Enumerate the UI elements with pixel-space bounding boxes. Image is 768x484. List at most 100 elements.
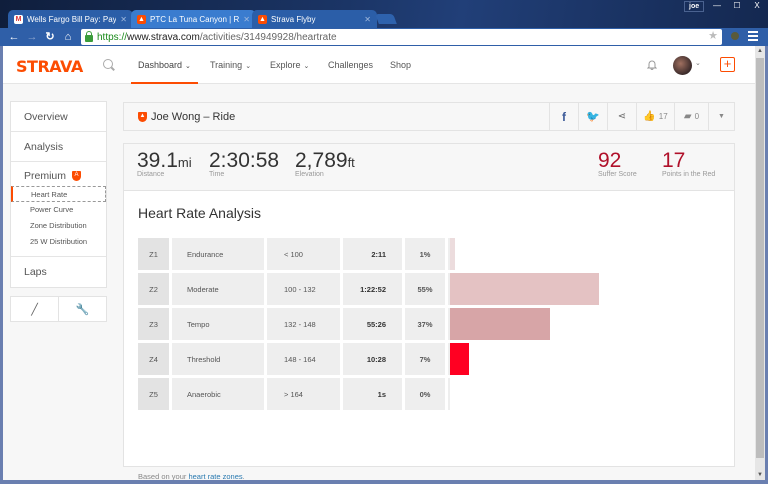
zone-row: Z4 Threshold 148 - 164 10:28 7% bbox=[138, 343, 732, 375]
kudos-count: 17 bbox=[658, 112, 668, 121]
sidebar-item-power-curve[interactable]: Power Curve bbox=[30, 205, 74, 214]
browser-tab-ptc-la-tuna[interactable]: ▲ PTC La Tuna Canyon | Rid ✕ bbox=[131, 10, 256, 28]
stat-time: 2:30:58 Time bbox=[209, 149, 280, 178]
zone-time: 55:26 bbox=[343, 308, 402, 340]
zone-row: Z5 Anaerobic > 164 1s 0% bbox=[138, 378, 732, 410]
twitter-share-button[interactable]: 🐦 bbox=[578, 103, 607, 130]
chevron-down-icon: ⌄ bbox=[303, 63, 310, 70]
window-frame bbox=[0, 46, 3, 484]
scroll-down-icon[interactable]: ▼ bbox=[757, 472, 763, 478]
page: STRAVA Dashboard ⌄ Training ⌄ Explore ⌄ Cha… bbox=[3, 46, 755, 480]
chevron-down-icon: ▼ bbox=[718, 113, 725, 120]
zone-time: 2:11 bbox=[343, 238, 402, 270]
facebook-share-button[interactable]: f bbox=[549, 103, 578, 130]
scrollbar-thumb[interactable] bbox=[756, 58, 764, 458]
strava-logo[interactable]: STRAVA bbox=[16, 57, 83, 76]
comments-button[interactable]: ▰ 0 bbox=[674, 103, 708, 130]
new-tab-button[interactable] bbox=[375, 14, 397, 24]
more-actions-dropdown[interactable]: ▼ bbox=[708, 103, 734, 130]
forward-arrow-icon[interactable]: → bbox=[26, 31, 38, 43]
zone-time: 1:22:52 bbox=[343, 273, 402, 305]
reload-icon[interactable]: ↻ bbox=[45, 31, 55, 43]
sidebar-item-laps[interactable]: Laps bbox=[24, 266, 47, 278]
zone-bar-track bbox=[448, 343, 732, 375]
strava-icon: ▲ bbox=[137, 14, 146, 24]
search-icon[interactable] bbox=[103, 59, 113, 69]
zone-time: 1s bbox=[343, 378, 402, 410]
avatar[interactable] bbox=[673, 56, 692, 75]
zone-row: Z1 Endurance < 100 2:11 1% bbox=[138, 238, 732, 270]
address-bar[interactable]: https:// www.strava.com /activities/3149… bbox=[81, 29, 722, 45]
sidebar-section-premium: Premium A Heart Rate Power Curve Zone Di… bbox=[11, 162, 106, 257]
strava-icon: ▲ bbox=[258, 14, 267, 24]
zone-bar bbox=[450, 238, 455, 270]
stat-elevation: 2,789ft Elevation bbox=[295, 149, 355, 178]
share-button[interactable]: ⋖ bbox=[607, 103, 636, 130]
extension-icon[interactable] bbox=[731, 32, 739, 40]
zone-bar bbox=[450, 308, 550, 340]
browser-toolbar: ← → ↻ ⌂ https:// www.strava.com /activit… bbox=[0, 28, 768, 46]
premium-label[interactable]: Premium bbox=[24, 170, 67, 182]
nav-dashboard[interactable]: Dashboard ⌄ bbox=[131, 46, 198, 84]
zone-range: > 164 bbox=[267, 378, 340, 410]
gmail-icon: M bbox=[14, 14, 23, 24]
bell-icon[interactable] bbox=[647, 59, 657, 70]
zone-percent: 55% bbox=[405, 273, 445, 305]
chevron-down-icon[interactable]: ⌄ bbox=[695, 60, 701, 67]
edit-button[interactable]: ╱ bbox=[11, 297, 58, 321]
close-tab-icon[interactable]: ✕ bbox=[364, 14, 371, 24]
scroll-up-icon[interactable]: ▲ bbox=[757, 48, 763, 54]
pencil-icon: ╱ bbox=[31, 303, 38, 316]
tools-button[interactable]: 🔧 bbox=[58, 297, 106, 321]
home-icon[interactable]: ⌂ bbox=[64, 31, 72, 43]
zone-name: Moderate bbox=[172, 273, 264, 305]
zone-row: Z2 Moderate 100 - 132 1:22:52 55% bbox=[138, 273, 732, 305]
zone-bar-track bbox=[448, 273, 732, 305]
activity-title: Joe Wong – Ride bbox=[151, 110, 236, 123]
close-tab-icon[interactable]: ✕ bbox=[243, 14, 250, 24]
heart-rate-zones-link[interactable]: heart rate zones bbox=[188, 472, 243, 480]
thumbs-up-icon: 👍 bbox=[643, 111, 656, 122]
comment-icon: ▰ bbox=[683, 111, 692, 122]
kudos-button[interactable]: 👍 17 bbox=[636, 103, 674, 130]
activity-stats: 39.1mi Distance 2:30:58 Time 2,789ft Ele… bbox=[123, 143, 735, 191]
chevron-down-icon: ⌄ bbox=[245, 63, 252, 70]
zone-bar bbox=[450, 273, 599, 305]
maximize-button[interactable]: ☐ bbox=[733, 1, 741, 10]
sidebar-item-zone-distribution[interactable]: Zone Distribution bbox=[30, 221, 87, 230]
browser-user-badge[interactable]: joe bbox=[684, 1, 705, 12]
zone-bar-track bbox=[448, 238, 732, 270]
zone-bar-track bbox=[448, 378, 732, 410]
page-scrollbar[interactable]: ▲ ▼ bbox=[755, 46, 765, 480]
zone-id: Z2 bbox=[138, 273, 169, 305]
comment-count: 0 bbox=[694, 112, 700, 121]
sidebar-item-overview[interactable]: Overview bbox=[11, 102, 106, 132]
zone-row: Z3 Tempo 132 - 148 55:26 37% bbox=[138, 308, 732, 340]
zone-range: 132 - 148 bbox=[267, 308, 340, 340]
premium-shield-icon: ▲ bbox=[138, 111, 147, 122]
sidebar-item-heart-rate[interactable]: Heart Rate bbox=[11, 186, 106, 202]
zone-percent: 1% bbox=[405, 238, 445, 270]
activity-header: ▲ Joe Wong – Ride f 🐦 ⋖ 👍 17 ▰ 0 ▼ bbox=[123, 102, 735, 131]
sidebar-item-analysis[interactable]: Analysis bbox=[11, 132, 106, 162]
browser-tab-wells-fargo[interactable]: M Wells Fargo Bill Pay: Paym ✕ bbox=[8, 10, 133, 28]
minimize-button[interactable]: — bbox=[713, 1, 721, 10]
close-window-button[interactable]: X bbox=[754, 1, 760, 10]
browser-menu-icon[interactable] bbox=[748, 30, 758, 42]
bookmark-star-icon[interactable]: ★ bbox=[708, 30, 718, 42]
facebook-icon: f bbox=[562, 109, 566, 124]
zone-name: Threshold bbox=[172, 343, 264, 375]
add-activity-button[interactable]: + bbox=[720, 57, 735, 72]
close-tab-icon[interactable]: ✕ bbox=[120, 14, 127, 24]
browser-tab-strava-flyby[interactable]: ▲ Strava Flyby ✕ bbox=[252, 10, 377, 28]
back-arrow-icon[interactable]: ← bbox=[8, 31, 20, 43]
zone-id: Z5 bbox=[138, 378, 169, 410]
nav-training[interactable]: Training ⌄ bbox=[210, 60, 252, 70]
nav-shop[interactable]: Shop bbox=[390, 60, 412, 70]
sidebar-item-25w-distribution[interactable]: 25 W Distribution bbox=[30, 237, 88, 246]
zone-id: Z3 bbox=[138, 308, 169, 340]
activity-sidebar: Overview Analysis Premium A Heart Rate P… bbox=[10, 101, 107, 322]
window-frame bbox=[0, 480, 768, 484]
nav-challenges[interactable]: Challenges bbox=[328, 60, 374, 70]
nav-explore[interactable]: Explore ⌄ bbox=[270, 60, 310, 70]
